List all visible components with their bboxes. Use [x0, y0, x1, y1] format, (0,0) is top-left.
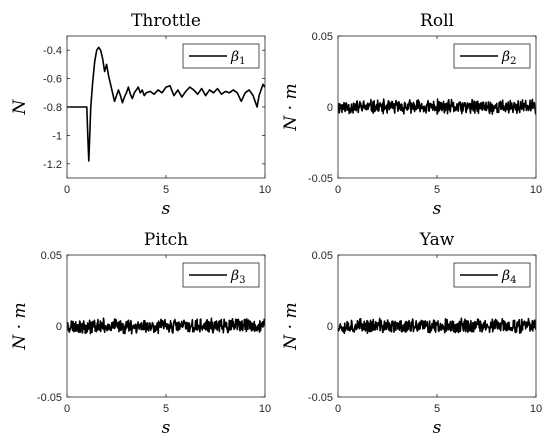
x-tick-label: 5 — [434, 184, 440, 196]
series-line-1 — [338, 317, 536, 335]
x-axis-label: s — [433, 199, 442, 219]
x-tick-label: 5 — [163, 403, 169, 415]
y-tick-label: 0 — [56, 321, 62, 333]
legend-label: β4 — [501, 268, 516, 286]
legend-label: β2 — [501, 49, 516, 67]
y-axis-label: N — [10, 98, 30, 115]
series-line-1 — [67, 46, 265, 162]
legend-label: β3 — [230, 268, 245, 286]
y-tick-label: -0.05 — [37, 392, 62, 404]
panel-title: Pitch — [144, 230, 188, 250]
y-tick-label: -0.8 — [43, 102, 62, 114]
x-tick-label: 10 — [530, 403, 542, 415]
y-tick-label: -0.4 — [43, 45, 62, 57]
y-tick-label: 0 — [327, 102, 333, 114]
panel-1: Throttle 0 5 10 -1.2 -1 -0.8 -0.6 -0.4 s Nβ1 — [10, 11, 271, 219]
panel-title: Roll — [420, 11, 454, 31]
y-tick-label: -0.6 — [43, 74, 62, 86]
y-tick-label: -0.05 — [308, 392, 333, 404]
x-tick-label: 0 — [64, 184, 70, 196]
y-tick-label: -0.05 — [308, 173, 333, 185]
x-tick-label: 0 — [335, 184, 341, 196]
legend-label: β1 — [230, 49, 245, 67]
y-tick-label: 0.05 — [312, 31, 333, 43]
legend: β1 — [182, 43, 260, 69]
x-axis-label: s — [162, 418, 171, 438]
legend: β4 — [453, 262, 531, 288]
x-tick-label: 5 — [434, 403, 440, 415]
y-axis-label: N · m — [10, 302, 30, 350]
series-line-1 — [338, 98, 536, 115]
y-tick-label: 0 — [327, 321, 333, 333]
x-tick-label: 10 — [259, 184, 271, 196]
panel-title: Yaw — [419, 230, 455, 250]
x-tick-label: 10 — [530, 184, 542, 196]
series-line-1 — [67, 317, 265, 335]
x-tick-label: 0 — [335, 403, 341, 415]
y-tick-label: -1 — [52, 130, 62, 142]
x-tick-label: 0 — [64, 403, 70, 415]
x-axis-label: s — [162, 199, 171, 219]
y-tick-label: 0.05 — [41, 250, 62, 262]
legend: β2 — [453, 43, 531, 69]
x-tick-label: 5 — [163, 184, 169, 196]
x-tick-label: 10 — [259, 403, 271, 415]
y-tick-label: 0.05 — [312, 250, 333, 262]
y-tick-label: -1.2 — [43, 159, 62, 171]
panel-title: Throttle — [131, 11, 201, 31]
legend: β3 — [182, 262, 260, 288]
y-axis-label: N · m — [281, 302, 301, 350]
y-axis-label: N · m — [281, 83, 301, 131]
x-axis-label: s — [433, 418, 442, 438]
